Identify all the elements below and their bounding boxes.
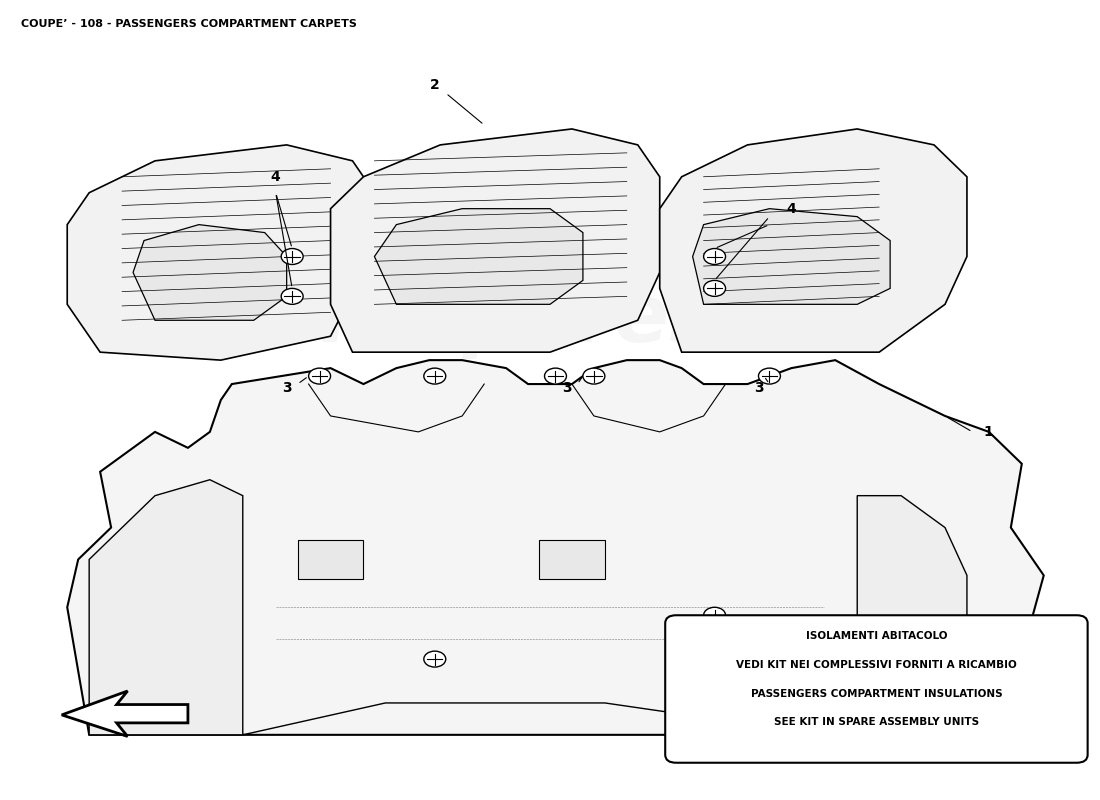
- Polygon shape: [331, 129, 660, 352]
- Circle shape: [424, 368, 446, 384]
- Polygon shape: [693, 209, 890, 304]
- Circle shape: [583, 368, 605, 384]
- Polygon shape: [67, 360, 1044, 735]
- Text: VEDI KIT NEI COMPLESSIVI FORNITI A RICAMBIO: VEDI KIT NEI COMPLESSIVI FORNITI A RICAM…: [736, 660, 1016, 670]
- Circle shape: [704, 607, 726, 623]
- Circle shape: [759, 368, 780, 384]
- Text: 3: 3: [562, 381, 571, 395]
- Text: 4: 4: [786, 202, 796, 216]
- Text: 4: 4: [271, 170, 281, 184]
- Polygon shape: [67, 145, 374, 360]
- Text: eurospares: eurospares: [208, 282, 717, 359]
- Circle shape: [704, 281, 726, 296]
- Circle shape: [780, 635, 802, 651]
- Text: 3: 3: [754, 381, 763, 395]
- Polygon shape: [857, 496, 967, 735]
- Text: COUPE’ - 108 - PASSENGERS COMPARTMENT CARPETS: COUPE’ - 108 - PASSENGERS COMPARTMENT CA…: [21, 19, 357, 29]
- Circle shape: [282, 288, 304, 304]
- Text: ISOLAMENTI ABITACOLO: ISOLAMENTI ABITACOLO: [805, 631, 947, 641]
- Polygon shape: [133, 225, 287, 320]
- Text: 1: 1: [983, 425, 993, 439]
- Text: 3: 3: [282, 381, 292, 395]
- Bar: [298, 539, 363, 579]
- Circle shape: [424, 651, 446, 667]
- Text: PASSENGERS COMPARTMENT INSULATIONS: PASSENGERS COMPARTMENT INSULATIONS: [750, 689, 1002, 698]
- Circle shape: [282, 249, 304, 265]
- Circle shape: [704, 249, 726, 265]
- FancyBboxPatch shape: [666, 615, 1088, 762]
- Text: SEE KIT IN SPARE ASSEMBLY UNITS: SEE KIT IN SPARE ASSEMBLY UNITS: [774, 718, 979, 727]
- Polygon shape: [89, 480, 243, 735]
- Text: 2: 2: [430, 78, 440, 92]
- Polygon shape: [62, 691, 188, 737]
- Polygon shape: [660, 129, 967, 352]
- Polygon shape: [374, 209, 583, 304]
- Text: eurospares: eurospares: [208, 624, 717, 702]
- Circle shape: [544, 368, 566, 384]
- Circle shape: [309, 368, 331, 384]
- Bar: [539, 539, 605, 579]
